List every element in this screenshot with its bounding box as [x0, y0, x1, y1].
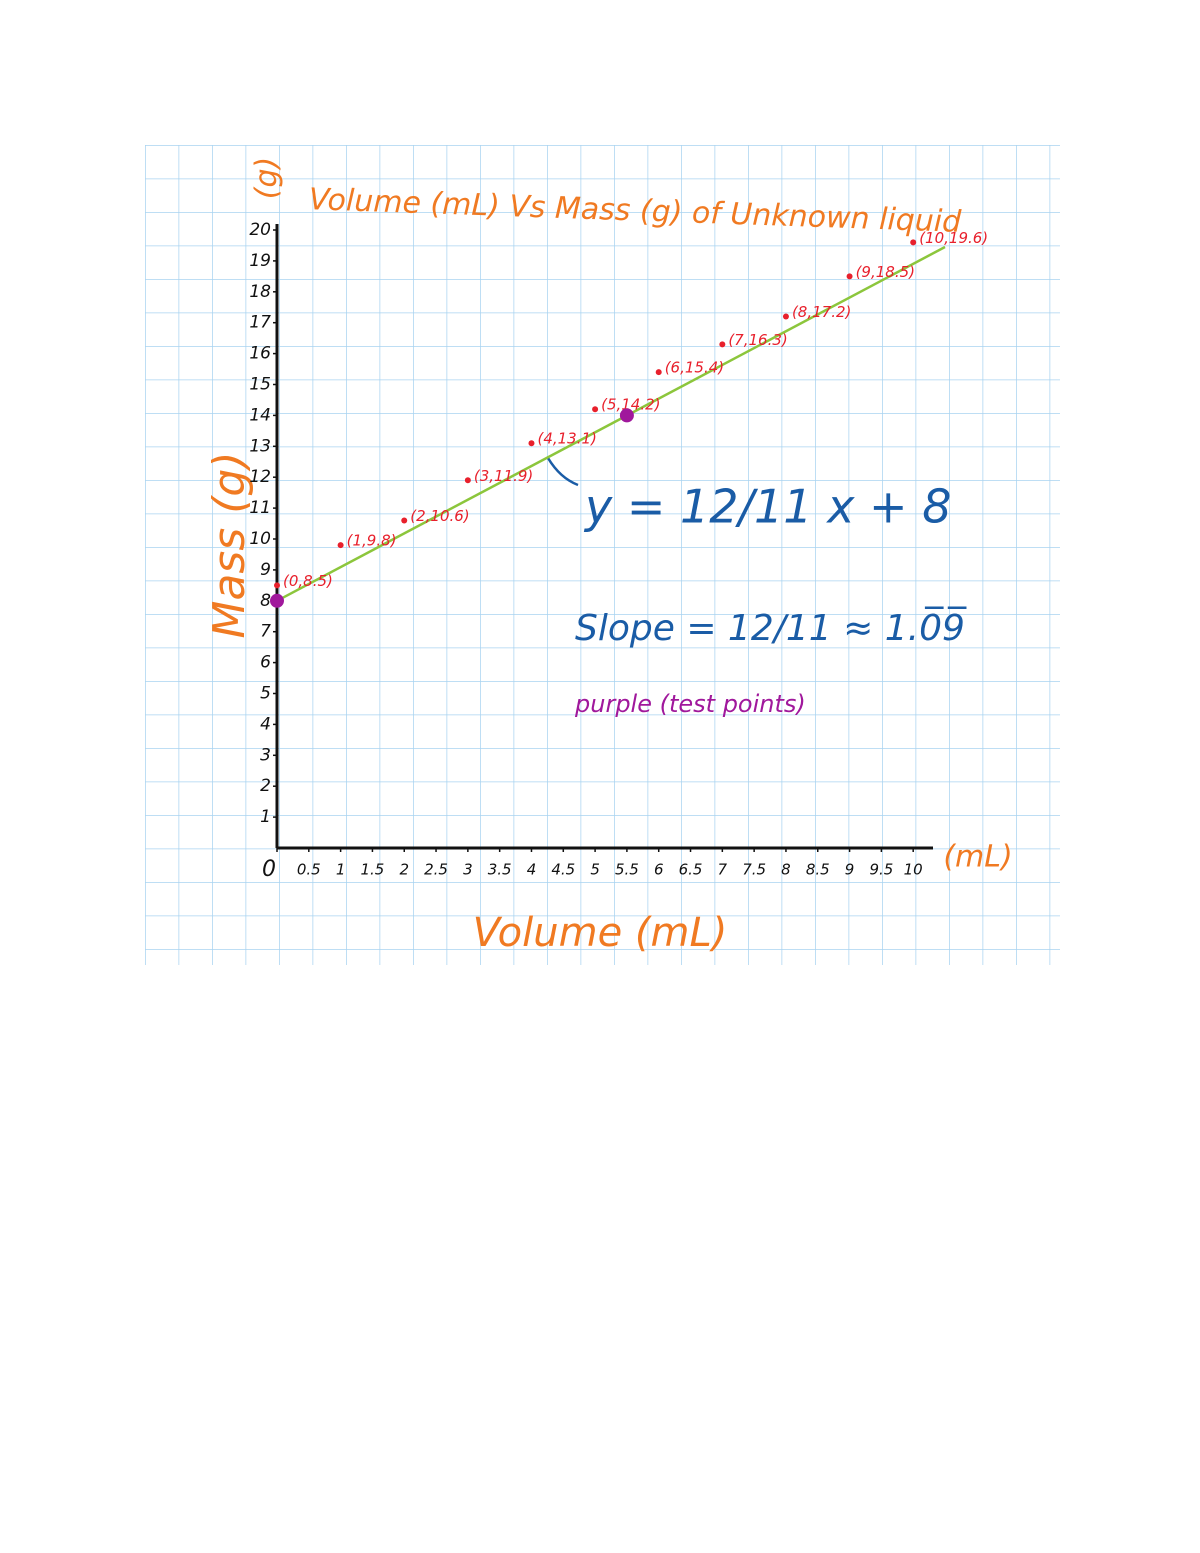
y-tick-label: 17: [249, 313, 271, 333]
x-tick-label: 8.5: [806, 861, 830, 879]
x-tick-label: 5.5: [615, 861, 639, 879]
x-tick-label: 6.5: [679, 861, 703, 879]
data-point: [719, 341, 726, 348]
y-tick-label: 9: [260, 560, 271, 580]
x-tick-label: 0.5: [297, 861, 321, 879]
data-label: (8,17.2): [792, 303, 851, 321]
data-point: [528, 440, 535, 447]
legend-note: purple (test points): [574, 690, 806, 718]
x-tick-label: 4.5: [551, 861, 575, 879]
equation: y = 12/11 x + 8: [583, 480, 951, 534]
y-tick-label: 10: [249, 529, 271, 549]
y-tick-label: 4: [260, 714, 271, 734]
y-tick-label: 16: [249, 344, 271, 364]
x-unit: (mL): [943, 840, 1012, 875]
equation-pointer: [546, 457, 579, 487]
data-point: [655, 369, 662, 376]
x-tick-label: 9.5: [869, 861, 893, 879]
x-tick-label: 0: [262, 857, 276, 882]
data-label: (4,13.1): [537, 430, 596, 448]
x-tick-label: 9: [845, 861, 855, 879]
x-tick-label: 5: [590, 861, 600, 879]
x-tick-label: 8: [781, 861, 791, 879]
data-point: [619, 408, 634, 423]
data-label: (2,10.6): [410, 507, 469, 525]
data-point: [464, 477, 471, 484]
y-tick-label: 6: [260, 653, 271, 673]
y-tick-label: 8: [260, 591, 271, 611]
x-tick-label: 3: [463, 861, 473, 879]
data-point: [592, 406, 599, 413]
x-tick-label: 1: [336, 861, 346, 879]
y-tick-label: 3: [260, 745, 271, 765]
data-label: (6,15.4): [665, 359, 724, 377]
x-tick-label: 1.5: [360, 861, 384, 879]
y-axis-label: Mass (g): [204, 451, 255, 638]
data-point: [782, 313, 789, 320]
data-label: (5,14.2): [601, 396, 660, 414]
y-tick-label: 1: [260, 807, 271, 827]
data-label: (0,8.5): [283, 572, 333, 590]
y-tick-label: 2: [260, 776, 271, 796]
data-label: (3,11.9): [474, 467, 533, 485]
data-point: [910, 239, 917, 246]
y-tick-label: 14: [249, 405, 271, 425]
x-axis-label: Volume (mL): [473, 910, 728, 956]
y-unit: (g): [250, 157, 285, 199]
x-tick-label: 10: [904, 861, 923, 879]
y-tick-label: 18: [249, 282, 271, 302]
data-label: (10,19.6): [919, 229, 988, 247]
data-point: [274, 582, 280, 589]
fit-line: [276, 245, 946, 602]
data-label: (1,9.8): [347, 532, 397, 550]
x-tick-label: 6: [654, 861, 664, 879]
y-tick-label: 12: [249, 467, 271, 487]
data-point: [270, 593, 284, 608]
y-tick-label: 19: [249, 251, 271, 271]
x-tick-label: 2: [399, 861, 409, 879]
x-tick-label: 7.5: [742, 861, 766, 879]
data-label: (7,16.3): [728, 331, 787, 349]
y-tick-label: 5: [260, 684, 271, 704]
x-tick-label: 2.5: [424, 861, 448, 879]
graph-paper: [145, 145, 1060, 965]
y-tick-label: 13: [249, 436, 271, 456]
x-tick-label: 7: [718, 861, 728, 879]
y-tick-label: 20: [249, 220, 271, 240]
data-point: [846, 273, 853, 280]
data-point: [337, 542, 344, 549]
y-tick-label: 11: [249, 498, 271, 518]
y-tick-label: 7: [260, 622, 271, 642]
data-point: [401, 517, 408, 524]
y-tick-label: 15: [249, 375, 271, 395]
x-tick-label: 4: [527, 861, 537, 879]
x-tick-label: 3.5: [488, 861, 512, 879]
slope: Slope = 12/11 ≈ 1.0̅9̅: [575, 606, 967, 649]
data-label: (9,18.5): [856, 263, 915, 281]
